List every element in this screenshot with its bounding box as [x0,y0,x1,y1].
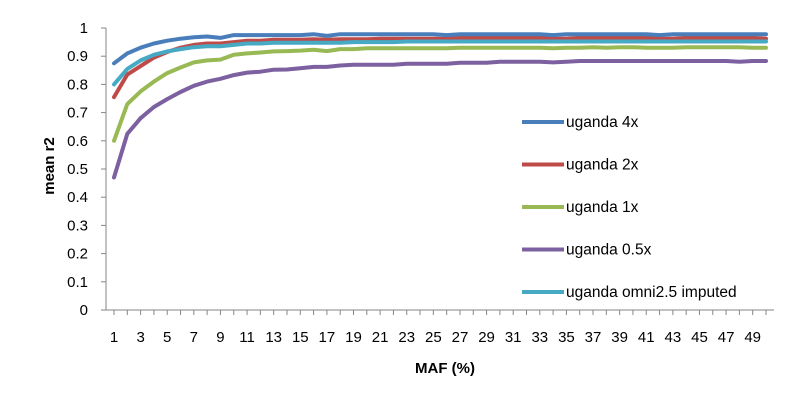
x-tick-label: 41 [638,329,655,346]
x-tick-label: 13 [265,329,282,346]
y-tick-label: 0.2 [67,246,88,263]
y-axis-title: mean r2 [41,137,58,195]
axes [105,28,774,311]
x-tick-label: 21 [372,329,389,346]
x-tick-label: 7 [190,329,198,346]
y-tick-label: 0.6 [67,133,88,150]
legend: uganda 4x uganda 2x uganda 1x uganda 0.5x ug… [522,114,737,301]
legend-label: uganda omni2.5 imputed [566,284,737,301]
x-tick-label: 43 [665,329,682,346]
x-tick-label: 27 [452,329,469,346]
x-tick-label: 17 [319,329,336,346]
x-tick-label: 49 [744,329,761,346]
y-tick-labels: 0 0.1 0.2 0.3 0.4 0.5 0.6 0.7 0.8 0.9 1 [67,20,106,319]
y-tick-label: 0 [80,302,88,319]
x-tick-label: 39 [611,329,628,346]
y-tick-label: 0.8 [67,76,88,93]
x-tick-label: 1 [110,329,118,346]
x-tick-label: 19 [345,329,362,346]
y-tick-label: 0.3 [67,217,88,234]
series-line-uganda-4x [112,32,768,66]
x-tick-label: 5 [163,329,171,346]
x-tick-label: 3 [136,329,144,346]
x-tick-label: 31 [505,329,522,346]
series-line-uganda-2x [112,35,768,100]
series-line-uganda-0-5x [112,59,768,180]
series-line-uganda-omni2-5-imputed [112,39,768,87]
x-tick-label: 11 [239,329,255,346]
series-line-uganda-1x [112,45,768,143]
y-tick-label: 0.9 [67,48,88,65]
x-tick-label: 9 [216,329,224,346]
x-tick-label: 45 [691,329,708,346]
series-lines [112,32,768,180]
x-tick-label: 25 [425,329,442,346]
x-tick-label: 47 [718,329,735,346]
x-tick-labels: 1 3 5 7 9 11 13 15 17 19 21 23 25 27 29 31 33 35 37 39 41 43 4… [110,310,767,346]
x-tick-label: 23 [398,329,415,346]
y-tick-label: 0.1 [67,274,88,291]
y-tick-label: 0.5 [67,161,88,178]
x-tick-label: 37 [585,329,602,346]
legend-label: uganda 1x [566,199,639,216]
x-tick-label: 15 [292,329,309,346]
x-tick-label: 33 [531,329,548,346]
legend-label: uganda 0.5x [566,242,652,259]
y-tick-label: 1 [80,20,88,37]
x-tick-label: 35 [558,329,575,346]
y-tick-label: 0.4 [67,189,88,206]
x-axis-title: MAF (%) [415,360,475,377]
x-tick-label: 29 [478,329,495,346]
y-tick-label: 0.7 [67,105,88,122]
legend-label: uganda 2x [566,157,639,174]
legend-label: uganda 4x [566,114,639,131]
